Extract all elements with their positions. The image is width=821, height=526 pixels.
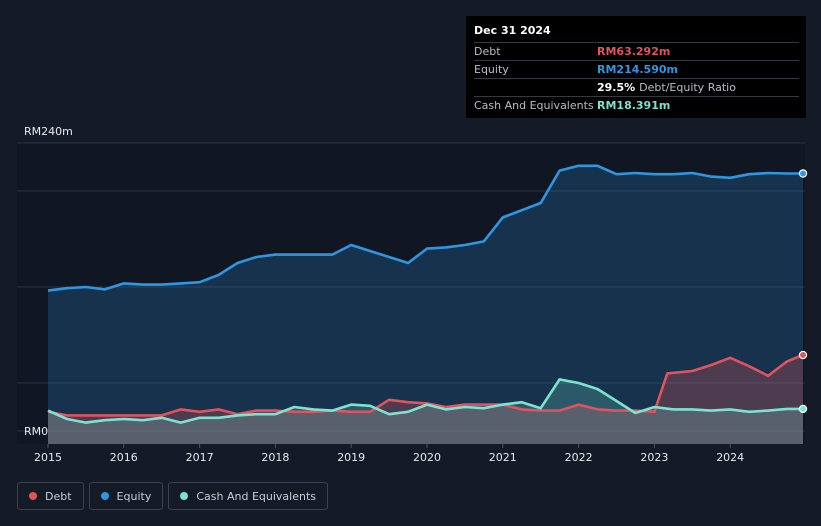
plot-background xyxy=(17,143,805,444)
series-end-dots xyxy=(798,169,808,414)
end-dot-debt xyxy=(798,350,808,360)
tooltip-value: RM63.292m xyxy=(597,45,671,58)
tooltip-label xyxy=(474,79,597,96)
tooltip-row-debt: Debt RM63.292m xyxy=(474,42,799,60)
line-debt xyxy=(47,353,804,417)
legend-item-debt[interactable]: Debt xyxy=(17,482,84,510)
tooltip-label: Equity xyxy=(474,63,509,76)
line-equity xyxy=(47,164,803,292)
legend-label: Equity xyxy=(116,489,152,503)
y-axis-top-label: RM240m xyxy=(24,125,73,138)
tooltip-row-ratio: 29.5% Debt/Equity Ratio xyxy=(474,78,799,96)
x-tick-label: 2017 xyxy=(186,451,214,464)
x-tick-label: 2015 xyxy=(34,451,62,464)
tooltip-value: RM214.590m xyxy=(597,63,678,76)
end-dot-equity xyxy=(798,169,808,178)
end-dot-cash-and-equivalents xyxy=(798,404,808,414)
x-tick-label: 2021 xyxy=(489,451,517,464)
legend-label: Debt xyxy=(45,489,72,503)
area-equity xyxy=(48,165,803,445)
chart-legend: Debt Equity Cash And Equivalents xyxy=(17,482,328,510)
x-tick-label: 2024 xyxy=(716,451,744,464)
tooltip-value: 29.5% xyxy=(597,81,636,94)
legend-item-cash[interactable]: Cash And Equivalents xyxy=(168,482,328,510)
tooltip-date: Dec 31 2024 xyxy=(474,24,551,37)
x-axis-ticks: 2015 2016 2017 2018 2019 2020 2021 2022 2023 2024 xyxy=(34,444,744,464)
x-tick-label: 2020 xyxy=(413,451,441,464)
x-tick-label: 2016 xyxy=(110,451,138,464)
x-tick-label: 2022 xyxy=(565,451,593,464)
area-cash-and-equivalents xyxy=(48,379,803,444)
tooltip-value: RM18.391m xyxy=(597,99,671,112)
tooltip-row-cash: Cash And Equivalents RM18.391m xyxy=(474,96,799,114)
legend-item-equity[interactable]: Equity xyxy=(88,482,164,510)
legend-dot-icon xyxy=(180,492,189,500)
tooltip-label: Cash And Equivalents xyxy=(474,99,594,112)
tooltip-row-equity: Equity RM214.590m xyxy=(474,60,799,78)
tooltip-unit: Debt/Equity Ratio xyxy=(639,81,736,94)
tooltip-panel: Dec 31 2024 Debt RM63.292m Equity RM214.… xyxy=(466,16,806,118)
x-tick-label: 2018 xyxy=(261,451,289,464)
tooltip-label: Debt xyxy=(474,45,501,58)
area-debt xyxy=(48,355,803,444)
series-areas xyxy=(48,165,803,445)
gridlines xyxy=(17,142,805,432)
x-tick-label: 2023 xyxy=(640,451,668,464)
legend-label: Cash And Equivalents xyxy=(196,489,316,503)
line-cash-and-equivalents xyxy=(47,378,803,424)
series-lines xyxy=(47,164,804,424)
legend-dot-icon xyxy=(100,492,109,500)
y-axis-bottom-label: RM0 xyxy=(24,425,48,438)
x-tick-label: 2019 xyxy=(337,451,365,464)
legend-dot-icon xyxy=(29,492,37,500)
